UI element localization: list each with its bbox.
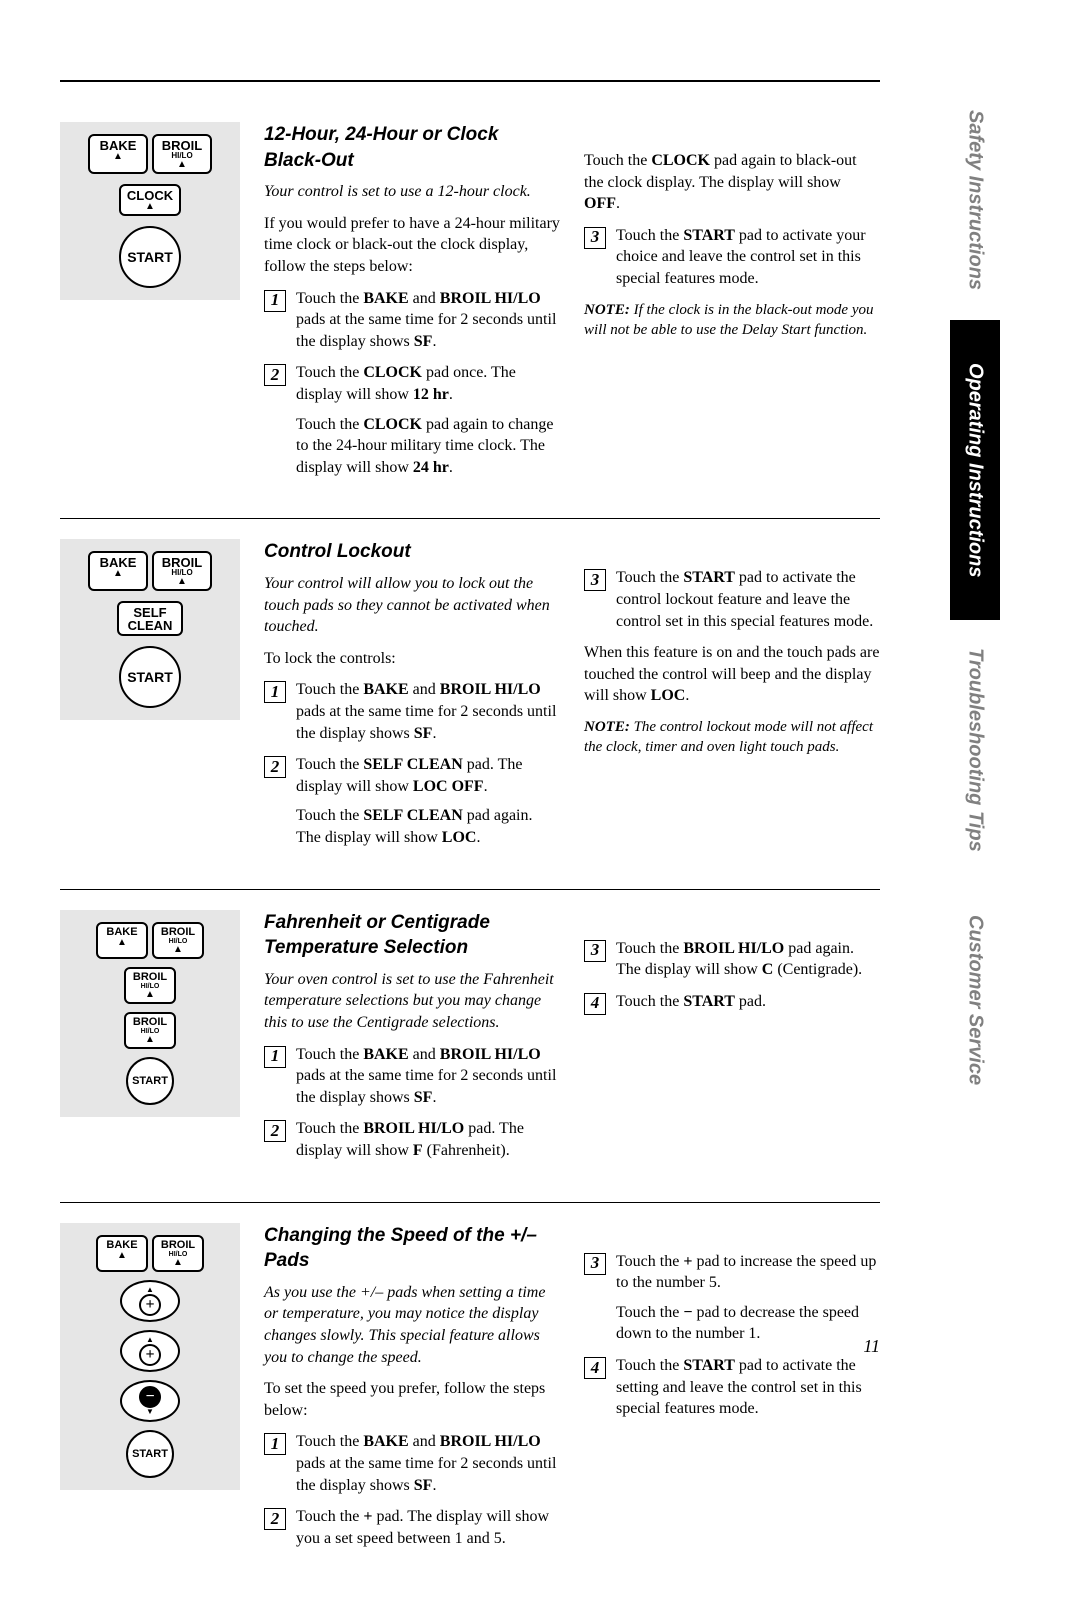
page-content: BAKE▲ BROILHI/LO▲ CLOCK▲ START 12-Hour, … [60, 80, 880, 1609]
step-number-icon: 1 [264, 681, 286, 703]
start-pad: START [119, 646, 181, 708]
step-2: 2 Touch the BROIL HI/LO pad. The display… [264, 1118, 560, 1161]
step-number-icon: 2 [264, 756, 286, 778]
plus-pad: ▲+ [120, 1330, 180, 1372]
broil-pad: BROILHI/LO▲ [152, 134, 212, 174]
step-number-icon: 4 [584, 993, 606, 1015]
step-number-icon: 3 [584, 569, 606, 591]
broil-pad: BROILHI/LO▲ [124, 1012, 176, 1049]
broil-pad: BROILHI/LO▲ [152, 551, 212, 591]
button-panel-2: BAKE▲ BROILHI/LO▲ SELFCLEAN START [60, 539, 240, 720]
step-4: 4 Touch the START pad. [584, 991, 880, 1015]
step-number-icon: 1 [264, 1433, 286, 1455]
bake-pad: BAKE▲ [88, 551, 148, 591]
step-3: 3 Touch the BROIL HI/LO pad again. The d… [584, 938, 880, 981]
intro-text: As you use the +/– pads when setting a t… [264, 1282, 560, 1368]
body-text: When this feature is on and the touch pa… [584, 642, 880, 707]
section-title: Fahrenheit or Centigrade Temperature Sel… [264, 910, 560, 961]
step-1: 1 Touch the BAKE and BROIL HI/LO pads at… [264, 679, 560, 744]
start-pad: START [126, 1057, 174, 1105]
intro-text: Your control will allow you to lock out … [264, 573, 560, 638]
step-number-icon: 2 [264, 1120, 286, 1142]
clock-pad: CLOCK▲ [119, 184, 181, 216]
bake-pad: BAKE▲ [96, 1235, 148, 1272]
intro-text: Your control is set to use a 12-hour clo… [264, 181, 560, 203]
step-number-icon: 2 [264, 1508, 286, 1530]
step-1: 1 Touch the BAKE and BROIL HI/LO pads at… [264, 288, 560, 353]
step-3: 3 Touch the START pad to activate the co… [584, 567, 880, 632]
step-number-icon: 2 [264, 364, 286, 386]
section-title: Control Lockout [264, 539, 560, 565]
note-text: NOTE: If the clock is in the black-out m… [584, 300, 880, 341]
section-speed: BAKE▲ BROILHI/LO▲ ▲+ ▲+ −▼ START Changin… [60, 1223, 880, 1590]
minus-pad: −▼ [120, 1380, 180, 1422]
body-text: Touch the CLOCK pad again to black-out t… [584, 150, 880, 215]
step-2: 2 Touch the CLOCK pad once. The display … [264, 362, 560, 478]
broil-pad: BROILHI/LO▲ [152, 1235, 204, 1272]
bake-pad: BAKE▲ [96, 922, 148, 959]
step-1: 1 Touch the BAKE and BROIL HI/LO pads at… [264, 1431, 560, 1496]
step-2: 2 Touch the + pad. The display will show… [264, 1506, 560, 1549]
step-number-icon: 3 [584, 1253, 606, 1275]
section-temperature: BAKE▲ BROILHI/LO▲ BROILHI/LO▲ BROILHI/LO… [60, 910, 880, 1203]
section-clock: BAKE▲ BROILHI/LO▲ CLOCK▲ START 12-Hour, … [60, 122, 880, 519]
section-title: Changing the Speed of the +/– Pads [264, 1223, 560, 1274]
step-1: 1 Touch the BAKE and BROIL HI/LO pads at… [264, 1044, 560, 1109]
broil-pad: BROILHI/LO▲ [152, 922, 204, 959]
step-number-icon: 1 [264, 1046, 286, 1068]
step-number-icon: 4 [584, 1357, 606, 1379]
step-3: 3 Touch the + pad to increase the speed … [584, 1251, 880, 1345]
step-number-icon: 3 [584, 227, 606, 249]
step-2: 2 Touch the SELF CLEAN pad. The display … [264, 754, 560, 848]
self-clean-pad: SELFCLEAN [117, 601, 183, 636]
section-title: 12-Hour, 24-Hour or Clock Black-Out [264, 122, 560, 173]
section-lockout: BAKE▲ BROILHI/LO▲ SELFCLEAN START Contro… [60, 539, 880, 889]
start-pad: START [119, 226, 181, 288]
plus-pad: ▲+ [120, 1280, 180, 1322]
button-panel-3: BAKE▲ BROILHI/LO▲ BROILHI/LO▲ BROILHI/LO… [60, 910, 240, 1117]
page-number: 11 [863, 1336, 880, 1357]
step-3: 3 Touch the START pad to activate your c… [584, 225, 880, 290]
body-text: To set the speed you prefer, follow the … [264, 1378, 560, 1421]
top-rule [60, 80, 880, 82]
body-text: If you would prefer to have a 24-hour mi… [264, 213, 560, 278]
start-pad: START [126, 1430, 174, 1478]
body-text: To lock the controls: [264, 648, 560, 670]
side-tabs: Safety Instructions Operating Instructio… [950, 80, 1000, 1120]
step-number-icon: 3 [584, 940, 606, 962]
button-panel-4: BAKE▲ BROILHI/LO▲ ▲+ ▲+ −▼ START [60, 1223, 240, 1490]
tab-operating[interactable]: Operating Instructions [950, 320, 1000, 620]
step-4: 4 Touch the START pad to activate the se… [584, 1355, 880, 1420]
step-number-icon: 1 [264, 290, 286, 312]
broil-pad: BROILHI/LO▲ [124, 967, 176, 1004]
tab-customer[interactable]: Customer Service [950, 880, 1000, 1120]
note-text: NOTE: The control lockout mode will not … [584, 717, 880, 758]
tab-safety[interactable]: Safety Instructions [950, 80, 1000, 320]
bake-pad: BAKE▲ [88, 134, 148, 174]
button-panel-1: BAKE▲ BROILHI/LO▲ CLOCK▲ START [60, 122, 240, 300]
tab-troubleshooting[interactable]: Troubleshooting Tips [950, 620, 1000, 880]
intro-text: Your oven control is set to use the Fahr… [264, 969, 560, 1034]
